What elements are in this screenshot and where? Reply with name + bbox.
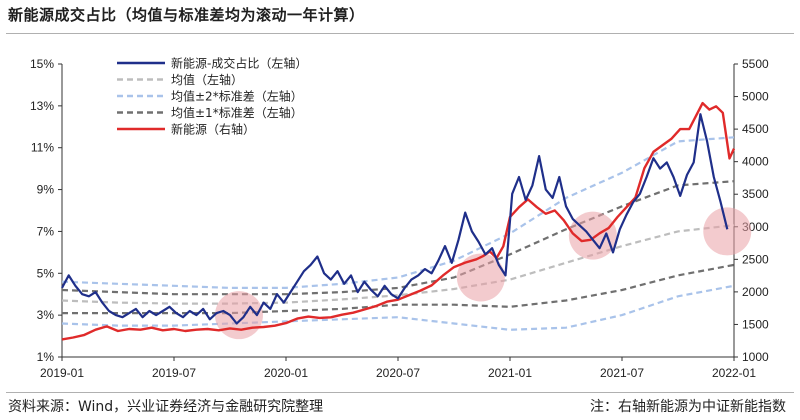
band1-lower-line [62, 263, 735, 315]
highlight-circle [703, 207, 752, 256]
right-tick-label: 3500 [742, 187, 769, 201]
axis-note: 注：右轴新能源为中证新能指数 [590, 399, 786, 415]
chart-title: 新能源成交占比（均值与标准差均为滚动一年计算） [8, 6, 365, 24]
band1-upper-line [61, 180, 735, 296]
mean-line [61, 224, 735, 305]
right-tick-label: 4500 [742, 122, 769, 136]
x-tick-label: 2021-07 [600, 366, 644, 380]
data-lines [61, 101, 736, 341]
right-tick-label: 1000 [742, 350, 769, 364]
highlight-circle [456, 253, 505, 302]
left-tick-label: 15% [30, 57, 54, 71]
band2-lower-line [61, 284, 735, 331]
left-tick-label: 13% [30, 99, 54, 113]
x-tick-label: 2021-01 [488, 366, 532, 380]
right-tick-label: 1500 [742, 317, 769, 331]
x-tick-label: 2020-07 [376, 366, 420, 380]
x-tick-label: 2020-01 [264, 366, 308, 380]
left-tick-label: 11% [31, 141, 54, 155]
left-tick-label: 7% [37, 224, 55, 238]
left-tick-label: 5% [37, 266, 55, 280]
legend-label: 均值±2*标准差（左轴） [171, 89, 303, 104]
right-tick-label: 5000 [742, 90, 769, 104]
left-tick-label: 3% [37, 308, 55, 322]
x-tick-label: 2022-01 [712, 366, 756, 380]
title-divider [6, 33, 794, 34]
right-tick-label: 4000 [742, 155, 769, 169]
highlight-circle [568, 211, 617, 260]
legend-label: 新能源-成交占比（左轴） [171, 56, 307, 71]
legend-label: 均值（左轴） [171, 72, 243, 87]
x-tick-label: 2019-07 [152, 366, 196, 380]
left-tick-label: 9% [37, 183, 55, 197]
chart-axes: 15%13%11%9%7%5%3%1%550050004500400035003… [30, 57, 769, 380]
right-tick-label: 2500 [742, 252, 769, 266]
highlight-circles [214, 207, 752, 340]
index-line [61, 101, 736, 341]
source-note: 资料来源：Wind，兴业证券经济与金融研究院整理 [8, 399, 324, 415]
legend-label: 均值±1*标准差（左轴） [171, 105, 303, 120]
std-bands [61, 136, 735, 331]
legend: 新能源-成交占比（左轴）均值（左轴） 均值±2*标准差（左轴）均值±1*标准差（左… [117, 56, 307, 137]
band2-upper-line [61, 136, 735, 289]
x-tick-label: 2019-01 [40, 366, 84, 380]
left-tick-label: 1% [37, 350, 55, 364]
line-chart: 15%13%11%9%7%5%3%1%550050004500400035003… [30, 56, 769, 381]
legend-label: 新能源（右轴） [171, 122, 255, 137]
right-tick-label: 2000 [742, 285, 769, 299]
right-tick-label: 5500 [742, 57, 769, 71]
footer-divider [6, 392, 794, 393]
share-line [61, 113, 729, 325]
